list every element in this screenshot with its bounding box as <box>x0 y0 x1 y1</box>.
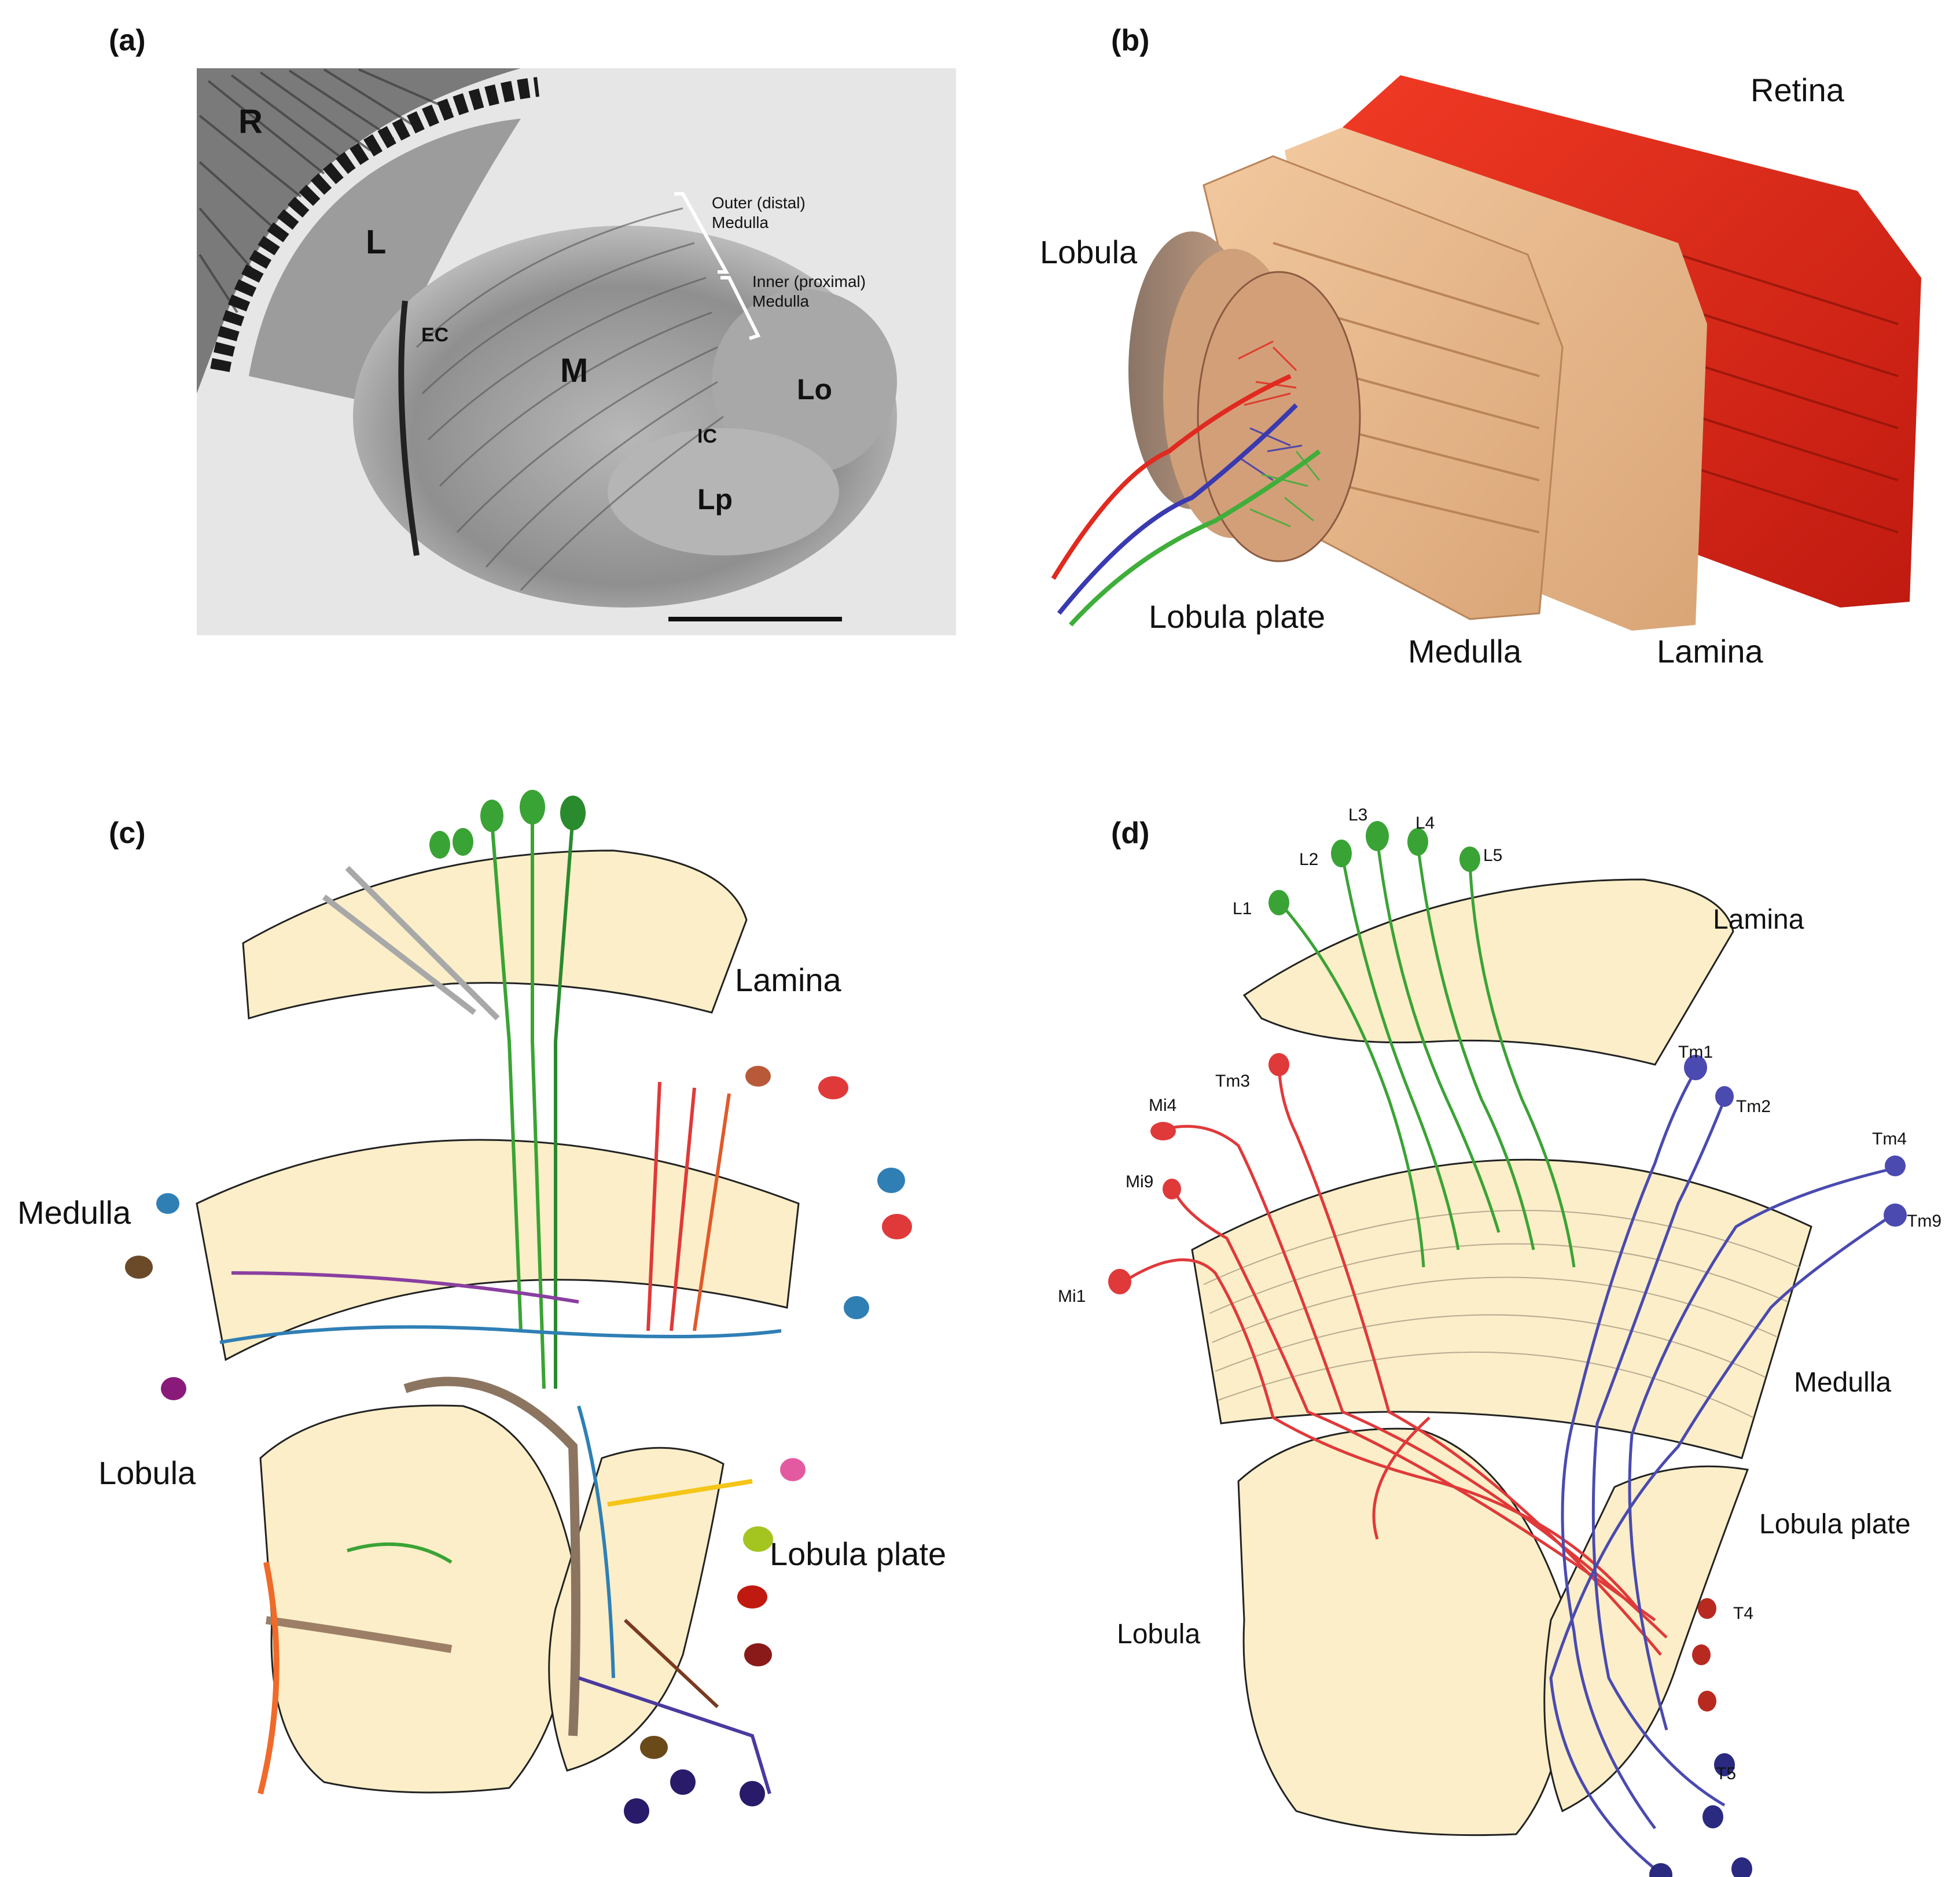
label-L4: L4 <box>1415 814 1435 833</box>
inner-medulla-bracket <box>720 276 761 340</box>
label-T5: T5 <box>1716 1764 1736 1783</box>
panel-c-somata <box>125 790 912 1824</box>
label-IC: IC <box>697 425 717 447</box>
panel-d-letter: (d) <box>1111 816 1150 850</box>
red-neurons-d <box>1127 1058 1668 1656</box>
panel-c-neurons <box>219 810 782 1795</box>
panel-b-letter: (b) <box>1111 24 1150 57</box>
medulla-columns <box>415 207 724 591</box>
label-lobula-plate-c: Lobula plate <box>770 1536 946 1572</box>
outer-medulla-bracket <box>674 192 730 274</box>
label-lobula-d: Lobula <box>1117 1619 1200 1650</box>
label-retina: Retina <box>1751 72 1845 108</box>
external-chiasm <box>398 300 420 556</box>
lamina-region <box>249 119 521 405</box>
label-Tm9: Tm9 <box>1907 1212 1941 1231</box>
label-L2: L2 <box>1299 850 1318 869</box>
label-lobula-c: Lobula <box>98 1455 196 1491</box>
label-outer-medulla: Outer (distal) <box>712 194 806 212</box>
blue-somata-d <box>1649 1055 1907 1877</box>
label-L: L <box>366 223 386 261</box>
retina-region <box>197 68 521 393</box>
label-Tm1: Tm1 <box>1678 1043 1713 1062</box>
basement-band <box>210 77 539 373</box>
label-lobula-b: Lobula <box>1040 234 1138 270</box>
green-neuron <box>1069 449 1321 627</box>
medulla-neuropil-d <box>1191 1158 1812 1459</box>
label-Mi9: Mi9 <box>1126 1172 1153 1191</box>
label-Mi1: Mi1 <box>1058 1287 1086 1306</box>
label-Tm2: Tm2 <box>1736 1097 1771 1116</box>
blue-neurons-d <box>1549 1069 1893 1870</box>
lobula-neuropil-c <box>259 1404 575 1794</box>
lobula-plate-disc <box>1197 271 1361 562</box>
panel-a-letter: (a) <box>109 24 146 57</box>
panel-c-atlas: Lamina Medulla Lobula Lobula plate <box>17 790 946 1824</box>
retina-facets <box>1678 253 1899 533</box>
label-medulla-c: Medulla <box>17 1194 131 1231</box>
label-R: R <box>238 103 263 141</box>
label-inner-medulla: Inner (proximal) <box>752 273 866 290</box>
label-L3: L3 <box>1348 805 1367 825</box>
label-inner-medulla-2: Medulla <box>752 292 809 310</box>
panel-b-neurons <box>1051 374 1321 627</box>
lamina-neuropil-d <box>1242 878 1734 1066</box>
panel-b-dendrites <box>1238 340 1321 528</box>
panel-c-letter: (c) <box>109 816 146 850</box>
label-T4: T4 <box>1733 1604 1753 1623</box>
panel-b-schematic: Retina Lobula Lobula plate Medulla Lamin… <box>1040 72 1921 669</box>
label-L5: L5 <box>1483 846 1502 865</box>
lamina-neurons-d <box>1284 838 1576 1268</box>
lamina-somata-d <box>1268 821 1480 915</box>
label-lobula-plate-b: Lobula plate <box>1149 598 1325 635</box>
red-neuron <box>1051 374 1292 580</box>
label-Lo: Lo <box>797 373 832 406</box>
label-Lp: Lp <box>697 483 733 516</box>
red-somata-d <box>1108 1053 1716 1712</box>
panel-d-neurons: Lamina Medulla Lobula Lobula plate L1 L2… <box>1058 805 1941 1877</box>
label-M: M <box>560 352 588 389</box>
label-EC: EC <box>421 324 448 346</box>
label-lobula-plate-d: Lobula plate <box>1759 1509 1911 1540</box>
label-Tm4: Tm4 <box>1872 1129 1907 1149</box>
label-outer-medulla-2: Medulla <box>712 214 768 231</box>
label-Tm3: Tm3 <box>1215 1072 1250 1091</box>
label-medulla-b: Medulla <box>1408 633 1522 669</box>
label-lamina-b: Lamina <box>1657 633 1764 669</box>
lobula-plate-neuropil-c <box>548 1447 725 1772</box>
label-Mi4: Mi4 <box>1149 1096 1176 1115</box>
label-L1: L1 <box>1233 899 1252 918</box>
label-lamina-c: Lamina <box>735 962 842 998</box>
medulla-layers-d <box>1203 1210 1800 1418</box>
label-medulla-d: Medulla <box>1794 1367 1891 1398</box>
blue-neuron <box>1057 403 1298 615</box>
lobula-neuropil-d <box>1237 1427 1570 1836</box>
label-lamina-d: Lamina <box>1713 904 1804 935</box>
panel-a-micrograph: R L EC M IC Lo Lp Outer (distal) Medulla… <box>197 68 956 635</box>
medulla-neuropil-c <box>196 1139 800 1361</box>
